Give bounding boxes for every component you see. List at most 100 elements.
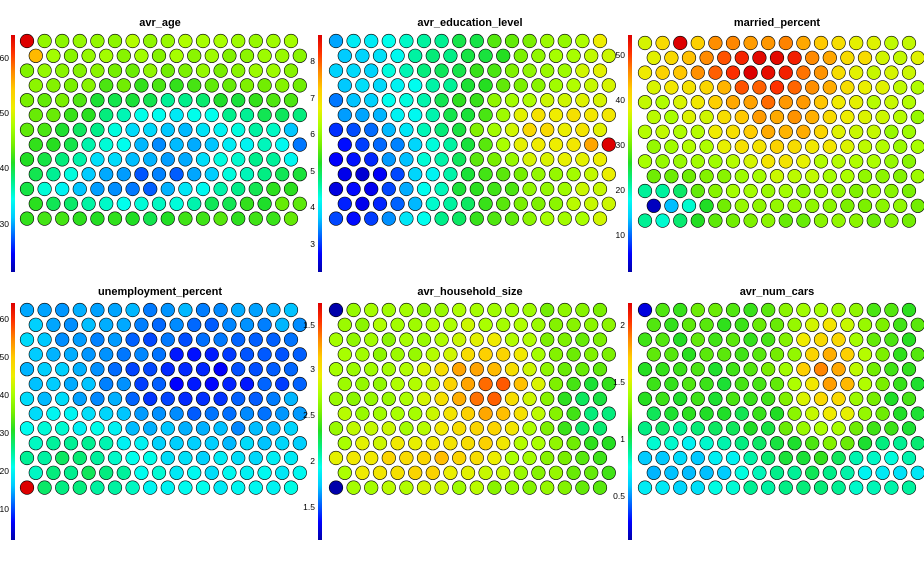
som-cell [734, 50, 749, 65]
som-cell [452, 211, 467, 226]
som-cell [831, 154, 846, 169]
som-cell [346, 63, 361, 78]
som-cell [416, 391, 432, 406]
som-cell [125, 332, 140, 347]
som-cell [478, 436, 493, 451]
som-cell [849, 183, 864, 199]
som-cell [893, 436, 908, 451]
som-cell [460, 436, 476, 451]
som-cell [496, 465, 511, 480]
som-cell [134, 78, 149, 93]
som-cell [292, 196, 307, 211]
som-cell [884, 421, 899, 436]
som-cell [831, 95, 846, 110]
som-cell [187, 317, 202, 332]
som-cell [548, 376, 564, 392]
som-cell [275, 167, 290, 182]
som-cell [187, 436, 202, 451]
som-cell [134, 107, 149, 123]
som-cell [840, 406, 855, 421]
som-cell [408, 317, 423, 332]
som-cell [390, 78, 405, 93]
som-cell [752, 436, 767, 451]
som-cell [28, 376, 43, 392]
som-cell [690, 302, 705, 318]
som-cell [37, 211, 52, 226]
som-cell [840, 198, 855, 213]
som-cell [504, 33, 520, 49]
som-cell [478, 167, 493, 182]
som-cell [143, 211, 158, 226]
som-cell [866, 95, 881, 110]
som-cell [849, 35, 864, 51]
som-cell [63, 347, 79, 362]
som-cell [673, 332, 688, 347]
som-cell [399, 93, 414, 108]
som-cell [231, 332, 246, 347]
som-cell [37, 362, 52, 377]
som-cell [46, 317, 61, 332]
som-cell [72, 391, 87, 406]
som-cell [381, 421, 396, 436]
som-cell [213, 211, 228, 226]
som-cell [434, 152, 449, 167]
som-cell [195, 33, 211, 49]
som-cell [469, 33, 484, 49]
som-cell [55, 33, 70, 49]
som-cell [778, 154, 793, 169]
som-cell [575, 122, 590, 137]
som-cell [469, 93, 484, 108]
som-cell [434, 63, 449, 78]
som-cell [584, 317, 599, 332]
panel-avr-num-cars: avr_num_cars 0.5 1 1.5 2 [613, 286, 924, 540]
som-cell [813, 183, 829, 199]
som-cell [222, 167, 237, 182]
som-cell [169, 137, 184, 152]
som-cell [390, 465, 405, 480]
som-cell [107, 63, 123, 78]
som-cell [910, 169, 924, 184]
som-cell [813, 35, 829, 51]
som-cell [796, 362, 811, 377]
som-cell [548, 78, 564, 93]
som-cell [452, 181, 467, 197]
som-cell [910, 50, 924, 65]
som-cell [787, 317, 802, 332]
som-cell [743, 391, 758, 406]
som-cell [487, 181, 502, 197]
som-cell [364, 332, 379, 347]
som-cell [195, 302, 211, 318]
som-cell [893, 317, 908, 332]
som-cell [204, 376, 219, 392]
som-cell [99, 48, 114, 63]
som-cell [107, 33, 123, 49]
tick-label: 1.5 [613, 377, 625, 387]
som-cell [822, 406, 837, 421]
som-cell [460, 376, 476, 392]
som-cell [646, 109, 661, 125]
som-cell [575, 181, 590, 197]
som-cell [337, 465, 352, 480]
som-cell [187, 465, 202, 480]
som-cell [637, 154, 653, 169]
som-cell [743, 302, 758, 318]
som-cell [125, 421, 140, 436]
som-cell [222, 196, 237, 211]
som-cell [840, 436, 855, 451]
som-cell [531, 107, 546, 123]
som-cell [425, 137, 440, 152]
som-cell [725, 65, 741, 80]
som-cell [292, 48, 307, 63]
som-cell [734, 376, 749, 392]
som-cell [37, 122, 52, 137]
som-cell [557, 211, 572, 226]
som-cell [90, 332, 105, 347]
som-cell [575, 391, 590, 406]
som-cell [283, 181, 299, 197]
som-cell [575, 362, 590, 377]
som-cell [99, 376, 114, 392]
som-cell [796, 302, 811, 318]
som-cell [37, 302, 52, 318]
som-cell [601, 107, 616, 123]
